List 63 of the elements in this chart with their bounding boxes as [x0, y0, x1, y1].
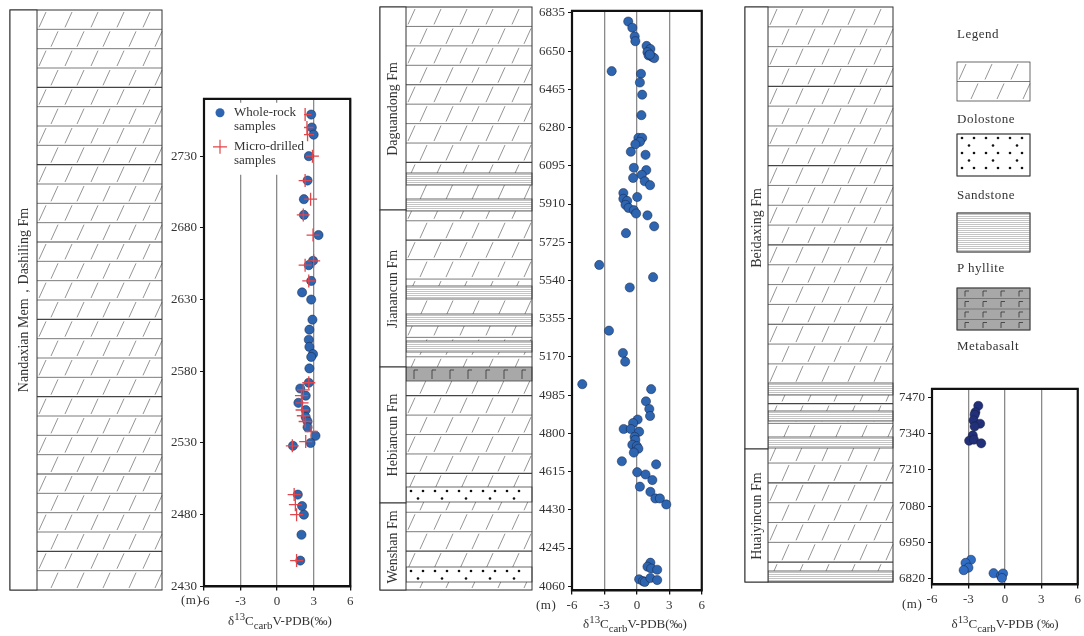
x-tick-label: 6 — [346, 592, 354, 608]
text: Wenshan Fm — [385, 509, 401, 584]
y-tick-label: 7080 — [899, 497, 925, 513]
text: Legend — [957, 26, 999, 42]
x-tick-label: -6 — [566, 596, 578, 612]
y-tick-label: 6280 — [539, 118, 565, 134]
y-tick-label: 4245 — [539, 539, 565, 555]
y-tick-label: 6095 — [539, 157, 565, 173]
x-tick-label: 3 — [1038, 590, 1045, 606]
y-tick-label: 2530 — [171, 434, 197, 450]
x-axis-title: δ$^{13}$C$_{carb}$V-PDB(‰) — [582, 613, 688, 634]
y-tick-label: 4060 — [539, 577, 565, 593]
x-tick-label: 3 — [310, 592, 317, 608]
y-tick-label: 7340 — [899, 424, 925, 440]
x-tick-label: 3 — [666, 596, 673, 612]
x-tick-label: 0 — [633, 596, 641, 612]
x-tick-label: -3 — [963, 590, 974, 606]
x-tick-label: 6 — [698, 596, 706, 612]
y-tick-label: 7210 — [899, 461, 925, 477]
text: Jianancun Fm — [385, 249, 401, 328]
x-tick-label: 6 — [1074, 590, 1082, 606]
y-tick-label: 6465 — [539, 80, 565, 96]
y-axis-title: (m) — [902, 596, 923, 612]
text: Dolostone — [957, 111, 1015, 127]
text: Sandstone — [957, 187, 1015, 203]
y-tick-label: 5540 — [539, 271, 565, 287]
y-tick-label: 2430 — [171, 577, 197, 593]
legend-label: Whole-rock samples — [234, 104, 297, 134]
y-tick-label: 6650 — [539, 42, 565, 58]
y-tick-label: 2730 — [171, 147, 197, 163]
y-tick-label: 7470 — [899, 388, 925, 404]
text: Nandaxian Mem，Dashiling Fm — [14, 207, 32, 393]
y-axis-title: (m) — [536, 597, 557, 613]
x-tick-label: 0 — [273, 592, 281, 608]
y-tick-label: 4985 — [539, 386, 565, 402]
x-tick-label: 0 — [1001, 590, 1009, 606]
text: Metabasalt — [957, 338, 1020, 354]
x-axis-title: δ$^{13}$C$_{carb}$V-PDB (‰) — [950, 613, 1060, 634]
text: Daguandong Fm — [385, 61, 401, 156]
y-tick-label: 2630 — [171, 291, 197, 306]
x-tick-label: -3 — [599, 596, 610, 612]
legend-label: Micro-drilled samples — [234, 138, 305, 168]
y-tick-label: 5355 — [539, 310, 565, 326]
text: Beidaxing Fm — [748, 188, 765, 268]
y-tick-label: 6835 — [539, 4, 565, 20]
y-tick-label: 5170 — [539, 348, 565, 364]
y-tick-label: 5910 — [539, 195, 565, 211]
x-tick-label: -6 — [926, 590, 938, 606]
y-tick-label: 6820 — [899, 570, 925, 586]
text: Huaiyincun Fm — [748, 471, 765, 560]
text: Hebiancun Fm — [385, 393, 401, 477]
x-axis-title: δ$^{13}$C$_{carb}$V-PDB(‰) — [227, 610, 333, 631]
y-axis-title: (m) — [181, 592, 202, 608]
y-tick-label: 6950 — [899, 533, 925, 549]
y-tick-label: 4615 — [539, 463, 565, 479]
y-tick-label: 2480 — [171, 506, 197, 522]
y-tick-label: 2580 — [171, 362, 197, 378]
x-tick-label: -3 — [235, 592, 246, 608]
y-tick-label: 4800 — [539, 424, 565, 440]
y-tick-label: 5725 — [539, 233, 565, 249]
text: P hyllite — [957, 260, 1005, 276]
y-tick-label: 4430 — [539, 501, 565, 517]
y-tick-label: 2680 — [171, 219, 197, 235]
